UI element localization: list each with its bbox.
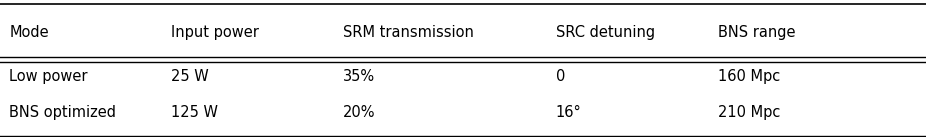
Text: BNS range: BNS range bbox=[718, 25, 795, 40]
Text: SRM transmission: SRM transmission bbox=[343, 25, 473, 40]
Text: SRC detuning: SRC detuning bbox=[556, 25, 655, 40]
Text: 25 W: 25 W bbox=[171, 69, 209, 84]
Text: BNS optimized: BNS optimized bbox=[9, 105, 117, 120]
Text: 160 Mpc: 160 Mpc bbox=[718, 69, 780, 84]
Text: 16°: 16° bbox=[556, 105, 582, 120]
Text: Input power: Input power bbox=[171, 25, 259, 40]
Text: 125 W: 125 W bbox=[171, 105, 219, 120]
Text: 0: 0 bbox=[556, 69, 565, 84]
Text: 20%: 20% bbox=[343, 105, 375, 120]
Text: 210 Mpc: 210 Mpc bbox=[718, 105, 780, 120]
Text: Low power: Low power bbox=[9, 69, 88, 84]
Text: 35%: 35% bbox=[343, 69, 375, 84]
Text: Mode: Mode bbox=[9, 25, 49, 40]
